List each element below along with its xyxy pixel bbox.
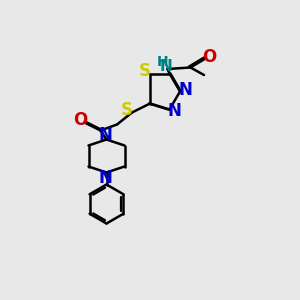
Text: S: S [139, 61, 151, 80]
Text: N: N [160, 59, 172, 74]
Text: N: N [98, 169, 112, 187]
Text: H: H [157, 56, 169, 69]
Text: N: N [178, 81, 192, 99]
Text: N: N [98, 126, 112, 144]
Text: O: O [202, 48, 216, 66]
Text: N: N [168, 102, 182, 120]
Text: S: S [121, 101, 133, 119]
Text: O: O [73, 111, 87, 129]
